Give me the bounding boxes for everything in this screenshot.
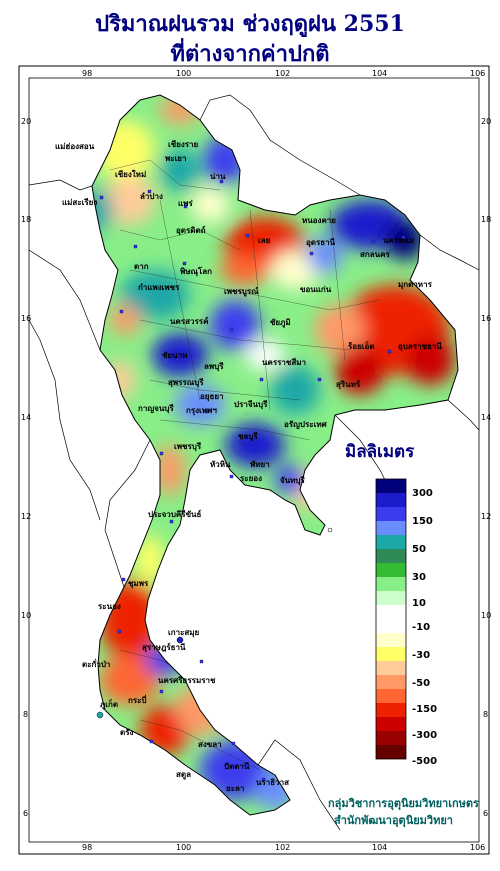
place-label: แม่ฮ่องสอน [55, 142, 95, 151]
place-label: หัวหิน [210, 460, 231, 469]
legend-title: มิลลิเมตร [345, 442, 415, 462]
place-label: มุกดาหาร [398, 280, 432, 289]
place-label: นครราชสีมา [262, 358, 306, 367]
legend-label: -500 [412, 756, 438, 767]
lat-tick-8-left: 8 [23, 710, 29, 719]
lat-tick-8-right: 8 [483, 710, 489, 719]
place-label: อุดรธานี [306, 238, 336, 247]
place-label: ระยอง [240, 474, 262, 483]
place-label: กรุงเทพฯ [186, 406, 217, 415]
lat-tick-12-left: 12 [21, 512, 32, 521]
place-label: อุตรดิตถ์ [176, 226, 206, 235]
place-label: สุราษฎร์ธานี [142, 643, 186, 652]
lat-tick-20-left: 20 [21, 117, 32, 126]
credit-line-2: สำนักพัฒนาอุตุนิยมวิทยา [334, 814, 453, 827]
place-label: ขอนแก่น [300, 285, 332, 294]
place-label: เชียงราย [168, 140, 199, 149]
place-label: หนองคาย [302, 216, 336, 225]
place-label: ตาก [134, 262, 149, 271]
place-label: ภูเก็ต [100, 700, 119, 709]
place-label: สกลนคร [360, 250, 390, 259]
place-label: สตูล [176, 770, 191, 779]
place-label: นครศรีธรรมราช [158, 676, 216, 685]
place-label: ร้อยเอ็ด [348, 342, 375, 351]
place-label: ระนอง [98, 602, 121, 611]
place-label: สงขลา [198, 740, 222, 749]
legend-label: -150 [412, 704, 438, 715]
place-label: เลย [258, 236, 271, 245]
lon-tick-106-top: 106 [470, 69, 486, 78]
legend-label: -30 [412, 650, 431, 661]
lat-tick-10-right: 10 [481, 611, 492, 620]
lon-tick-104-top: 104 [372, 69, 388, 78]
place-label: กาญจนบุรี [138, 404, 174, 413]
map-title: ปริมาณฝนรวม ช่วงฤดูฝน 2551 [95, 11, 405, 37]
legend-colorbar [375, 478, 407, 760]
lon-tick-100-bottom: 100 [176, 843, 192, 852]
lat-tick-16-right: 16 [481, 314, 492, 323]
place-label: สุพรรณบุรี [168, 378, 204, 387]
lat-tick-14-left: 14 [21, 413, 32, 422]
legend-label: -300 [412, 730, 438, 741]
place-label: เชียงใหม่ [115, 170, 147, 179]
place-label: อรัญประเทศ [284, 420, 327, 429]
place-label: กระบี่ [128, 696, 147, 705]
place-label: ชัยนาท [162, 351, 188, 360]
credit-line-1: กลุ่มวิชาการอุตุนิยมวิทยาเกษตร [328, 797, 479, 810]
lon-tick-100-top: 100 [176, 69, 192, 78]
legend-label: -50 [412, 678, 431, 689]
place-label: ชลบุรี [238, 432, 258, 441]
lat-tick-12-right: 12 [481, 512, 492, 521]
place-label: ยะลา [226, 784, 245, 793]
place-label: ปราจีนบุรี [234, 400, 268, 409]
place-label: ชุมพร [128, 579, 149, 588]
place-label: นครพนม [383, 236, 415, 245]
lat-tick-18-left: 18 [21, 215, 32, 224]
place-label: ตะกั่วป่า [82, 660, 111, 669]
lat-tick-16-left: 16 [21, 314, 32, 323]
place-label: เกาะสมุย [168, 628, 200, 637]
place-label: ตรัง [120, 728, 134, 737]
place-label: เพชรบุรี [174, 442, 202, 451]
place-label: พัทยา [250, 460, 270, 469]
place-label: อยุธยา [200, 392, 224, 401]
lat-tick-10-left: 10 [21, 611, 32, 620]
place-label: สุรินทร์ [336, 380, 361, 389]
lat-tick-6-right: 6 [483, 809, 489, 818]
lat-tick-20-right: 20 [481, 117, 492, 126]
place-label: ลพบุรี [204, 362, 224, 371]
place-label: เพชรบูรณ์ [224, 287, 259, 296]
legend-label: 30 [412, 572, 426, 583]
legend-label: 150 [412, 516, 433, 527]
place-label: แม่สะเรียง [62, 198, 98, 207]
lon-tick-104-bottom: 104 [372, 843, 388, 852]
place-label: พิษณุโลก [180, 267, 213, 276]
place-label: น่าน [210, 172, 226, 181]
place-label: พะเยา [165, 154, 187, 163]
legend-label: 10 [412, 598, 426, 609]
place-label: ประจวบคีรีขันธ์ [148, 510, 202, 519]
legend-label: -10 [412, 622, 431, 633]
place-label: จันทบุรี [280, 476, 305, 485]
lon-tick-102-top: 102 [275, 69, 291, 78]
legend-label: 300 [412, 488, 433, 499]
lon-tick-98-bottom: 98 [82, 843, 93, 852]
lon-tick-102-bottom: 102 [275, 843, 291, 852]
lon-tick-106-bottom: 106 [470, 843, 486, 852]
lon-tick-98-top: 98 [82, 69, 93, 78]
place-label: แพร่ [178, 199, 193, 208]
lat-tick-14-right: 14 [481, 413, 492, 422]
place-label: ลำปาง [140, 192, 163, 201]
lat-tick-6-left: 6 [23, 809, 29, 818]
place-label: อุบลราชธานี [398, 342, 442, 351]
place-label: นครสวรรค์ [170, 317, 209, 326]
lat-tick-18-right: 18 [481, 215, 492, 224]
legend-label: 50 [412, 544, 426, 555]
map-subtitle: ที่ต่างจากค่าปกติ [170, 41, 330, 67]
place-label: ชัยภูมิ [270, 318, 291, 327]
place-label: ปัตตานี [224, 762, 250, 771]
place-label: กำแพงเพชร [138, 283, 180, 292]
place-label: นราธิวาส [256, 778, 290, 787]
